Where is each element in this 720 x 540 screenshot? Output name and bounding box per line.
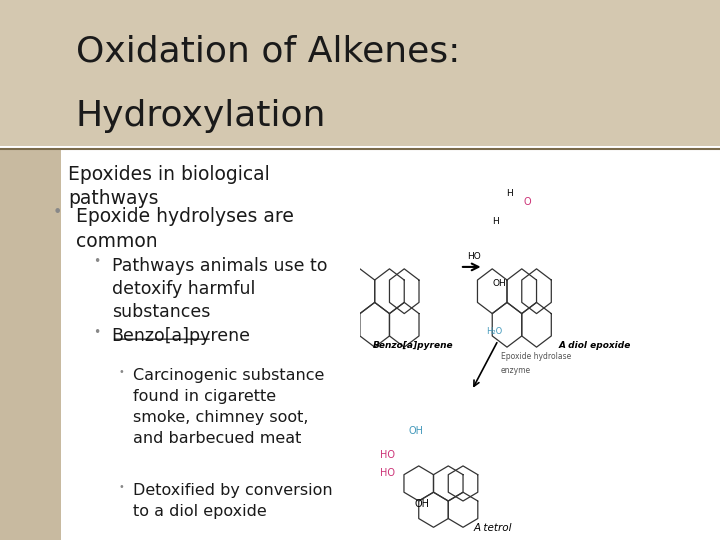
Text: Epoxide hydrolase: Epoxide hydrolase [501, 353, 572, 361]
Text: •: • [119, 367, 125, 377]
Text: OH: OH [492, 279, 506, 288]
Text: HO: HO [467, 252, 480, 261]
Text: Benzo[a]pyrene: Benzo[a]pyrene [373, 341, 453, 350]
Text: Carcinogenic substance: Carcinogenic substance [133, 368, 325, 383]
Text: H₂O: H₂O [487, 327, 503, 336]
Text: found in cigarette: found in cigarette [133, 389, 276, 404]
Text: OH: OH [408, 426, 423, 436]
Text: Pathways animals use to: Pathways animals use to [112, 257, 327, 275]
Text: and barbecued meat: and barbecued meat [133, 431, 302, 447]
Text: smoke, chimney soot,: smoke, chimney soot, [133, 410, 309, 426]
Text: detoxify harmful: detoxify harmful [112, 280, 255, 298]
Text: to a diol epoxide: to a diol epoxide [133, 504, 267, 519]
Text: Oxidation of Alkenes:: Oxidation of Alkenes: [76, 35, 460, 68]
Text: Detoxified by conversion: Detoxified by conversion [133, 483, 333, 498]
Text: •: • [53, 205, 62, 220]
Text: Epoxides in biological: Epoxides in biological [68, 165, 270, 184]
Text: enzyme: enzyme [501, 366, 531, 375]
Text: Epoxide hydrolyses are: Epoxide hydrolyses are [76, 207, 294, 226]
Text: OH: OH [414, 499, 429, 509]
Bar [0, 0, 720, 146]
Text: •: • [119, 482, 125, 492]
Text: HO: HO [380, 469, 395, 478]
Text: •: • [94, 255, 101, 268]
Text: O: O [523, 197, 531, 207]
Text: H: H [492, 218, 499, 226]
Text: pathways: pathways [68, 190, 159, 208]
Text: A tetrol: A tetrol [473, 523, 511, 533]
Bar [0, 148, 61, 540]
Text: A diol epoxide: A diol epoxide [559, 341, 631, 350]
Text: Benzo[a]pyrene: Benzo[a]pyrene [112, 327, 251, 345]
Text: substances: substances [112, 303, 210, 321]
Text: HO: HO [380, 450, 395, 461]
Text: Hydroxylation: Hydroxylation [76, 99, 326, 133]
Text: H: H [507, 188, 513, 198]
Text: common: common [76, 232, 157, 251]
Text: •: • [94, 326, 101, 339]
